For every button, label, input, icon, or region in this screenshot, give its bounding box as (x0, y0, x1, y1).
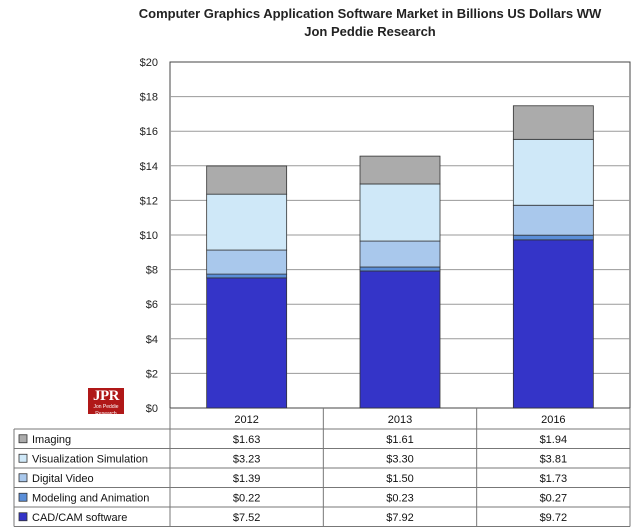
data-label: $9.72 (540, 512, 568, 524)
jpr-logo: JPR Jon Peddie Research (88, 388, 124, 417)
y-tick-label: $4 (146, 334, 158, 346)
data-label: $0.23 (386, 492, 414, 504)
x-tick-label: 2012 (234, 414, 258, 426)
data-label: $7.92 (386, 512, 414, 524)
data-label: $1.94 (540, 434, 568, 446)
legend-swatch (18, 492, 28, 502)
data-label: $1.73 (540, 473, 568, 485)
y-tick-label: $20 (140, 57, 158, 69)
legend-swatch (18, 453, 28, 463)
bar-segment (512, 204, 594, 236)
chart-title: Computer Graphics Application Software M… (138, 6, 602, 21)
y-tick-label: $2 (146, 368, 158, 380)
data-label: $1.63 (233, 434, 261, 446)
data-label: $1.61 (386, 434, 414, 446)
bar-segment (206, 249, 288, 275)
bar-segment (512, 239, 594, 409)
bar-segment (359, 270, 441, 409)
y-tick-label: $12 (140, 195, 158, 207)
bar-segment (512, 234, 594, 241)
bar-segment (512, 105, 594, 140)
bar-segment (359, 240, 441, 268)
chart-subtitle: Jon Peddie Research (304, 24, 436, 39)
bar-segment (359, 183, 441, 242)
logo-text: JPR (93, 388, 120, 404)
bar-segment (359, 155, 441, 185)
legend-swatch (18, 473, 28, 483)
x-tick-label: 2013 (388, 414, 412, 426)
x-tick-label: 2016 (541, 414, 565, 426)
data-label: $7.52 (233, 512, 261, 524)
y-tick-label: $0 (146, 403, 158, 415)
data-label: $3.30 (386, 453, 414, 465)
y-tick-label: $18 (140, 92, 158, 104)
legend-swatch (18, 512, 28, 522)
data-label: $1.39 (233, 473, 261, 485)
data-label: $3.81 (540, 453, 568, 465)
data-label: $0.22 (233, 492, 261, 504)
data-label: $1.50 (386, 473, 414, 485)
y-tick-label: $6 (146, 299, 158, 311)
y-tick-label: $14 (140, 161, 158, 173)
legend-entry: Visualization Simulation (32, 453, 148, 465)
y-tick-label: $8 (146, 265, 158, 277)
legend-entry: Imaging (32, 434, 71, 446)
data-label: $3.23 (233, 453, 261, 465)
bar-segment (359, 266, 441, 272)
legend-swatch (18, 434, 28, 444)
bar-segment (206, 165, 288, 195)
legend-entry: CAD/CAM software (32, 512, 127, 524)
bar-segment (206, 277, 288, 409)
logo-subtext: Jon Peddie Research (93, 404, 119, 417)
data-label: $0.27 (540, 492, 568, 504)
bar-segment (206, 193, 288, 251)
legend-entry: Digital Video (32, 473, 94, 485)
y-tick-label: $10 (140, 230, 158, 242)
bar-segment (206, 273, 288, 279)
y-tick-label: $16 (140, 126, 158, 138)
bar-segment (512, 138, 594, 206)
legend-entry: Modeling and Animation (32, 492, 149, 504)
